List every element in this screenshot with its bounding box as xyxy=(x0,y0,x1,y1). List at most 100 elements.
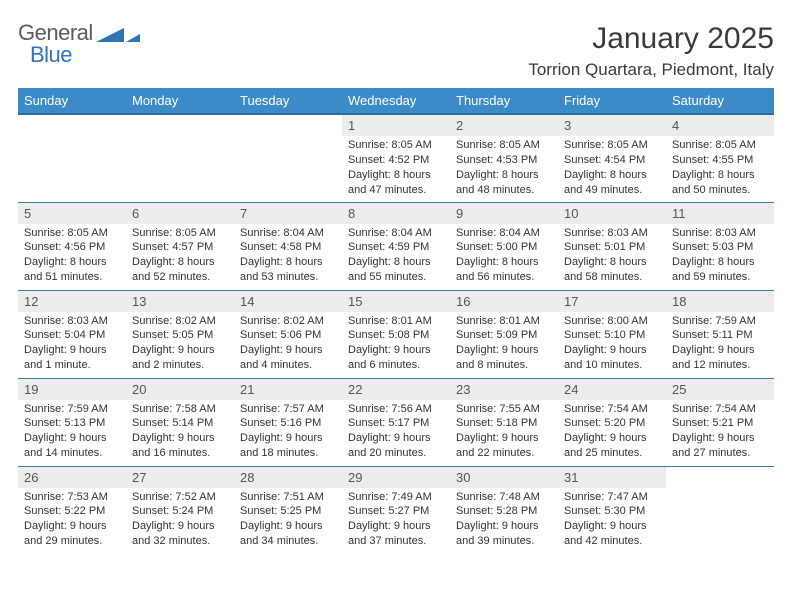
calendar-day-cell: 18Sunrise: 7:59 AMSunset: 5:11 PMDayligh… xyxy=(666,290,774,378)
day-details: Sunrise: 8:05 AMSunset: 4:52 PMDaylight:… xyxy=(342,136,450,201)
day-details: Sunrise: 7:51 AMSunset: 5:25 PMDaylight:… xyxy=(234,488,342,553)
day-details: Sunrise: 8:04 AMSunset: 4:59 PMDaylight:… xyxy=(342,224,450,289)
weekday-header-row: Sunday Monday Tuesday Wednesday Thursday… xyxy=(18,88,774,114)
day-detail-line: Daylight: 9 hours xyxy=(240,519,336,534)
day-details: Sunrise: 7:54 AMSunset: 5:21 PMDaylight:… xyxy=(666,400,774,465)
day-detail-line: Daylight: 8 hours xyxy=(456,168,552,183)
day-detail-line: Sunrise: 7:47 AM xyxy=(564,490,660,505)
brand-triangle-icon xyxy=(96,24,140,44)
day-detail-line: Sunrise: 7:54 AM xyxy=(672,402,768,417)
day-detail-line: Sunrise: 8:02 AM xyxy=(240,314,336,329)
day-detail-line: Sunrise: 8:03 AM xyxy=(672,226,768,241)
day-detail-line: Sunset: 4:57 PM xyxy=(132,240,228,255)
day-number: 19 xyxy=(18,379,126,400)
day-number-empty xyxy=(666,467,774,488)
day-number: 23 xyxy=(450,379,558,400)
day-detail-line: Sunset: 5:05 PM xyxy=(132,328,228,343)
day-detail-line: Sunset: 4:55 PM xyxy=(672,153,768,168)
weekday-header: Sunday xyxy=(18,88,126,114)
day-number: 27 xyxy=(126,467,234,488)
day-details: Sunrise: 7:49 AMSunset: 5:27 PMDaylight:… xyxy=(342,488,450,553)
day-details: Sunrise: 7:59 AMSunset: 5:11 PMDaylight:… xyxy=(666,312,774,377)
day-detail-line: and 4 minutes. xyxy=(240,358,336,373)
weekday-header: Tuesday xyxy=(234,88,342,114)
day-detail-line: Daylight: 8 hours xyxy=(348,255,444,270)
day-detail-line: Daylight: 8 hours xyxy=(672,168,768,183)
day-detail-line: Sunset: 5:17 PM xyxy=(348,416,444,431)
day-detail-line: Sunrise: 7:51 AM xyxy=(240,490,336,505)
day-detail-line: Daylight: 9 hours xyxy=(348,519,444,534)
day-detail-line: Sunset: 5:20 PM xyxy=(564,416,660,431)
day-detail-line: Sunset: 5:14 PM xyxy=(132,416,228,431)
calendar-day-cell: 26Sunrise: 7:53 AMSunset: 5:22 PMDayligh… xyxy=(18,466,126,554)
day-number: 5 xyxy=(18,203,126,224)
day-number: 24 xyxy=(558,379,666,400)
day-detail-line: and 58 minutes. xyxy=(564,270,660,285)
day-detail-line: Daylight: 9 hours xyxy=(132,343,228,358)
weekday-header: Thursday xyxy=(450,88,558,114)
day-detail-line: Daylight: 9 hours xyxy=(456,343,552,358)
calendar-day-cell: 23Sunrise: 7:55 AMSunset: 5:18 PMDayligh… xyxy=(450,378,558,466)
day-detail-line: Sunrise: 7:49 AM xyxy=(348,490,444,505)
day-detail-line: and 1 minute. xyxy=(24,358,120,373)
day-detail-line: and 51 minutes. xyxy=(24,270,120,285)
calendar-day-cell: 8Sunrise: 8:04 AMSunset: 4:59 PMDaylight… xyxy=(342,202,450,290)
day-number: 11 xyxy=(666,203,774,224)
weekday-header: Friday xyxy=(558,88,666,114)
day-number: 29 xyxy=(342,467,450,488)
day-detail-line: Sunset: 5:09 PM xyxy=(456,328,552,343)
day-detail-line: Sunset: 5:00 PM xyxy=(456,240,552,255)
day-detail-line: Sunrise: 7:57 AM xyxy=(240,402,336,417)
day-number: 26 xyxy=(18,467,126,488)
day-detail-line: Sunrise: 7:52 AM xyxy=(132,490,228,505)
day-detail-line: Daylight: 9 hours xyxy=(672,343,768,358)
day-detail-line: and 25 minutes. xyxy=(564,446,660,461)
calendar-day-cell: 28Sunrise: 7:51 AMSunset: 5:25 PMDayligh… xyxy=(234,466,342,554)
day-details: Sunrise: 8:03 AMSunset: 5:01 PMDaylight:… xyxy=(558,224,666,289)
day-number-empty xyxy=(126,115,234,136)
day-number: 7 xyxy=(234,203,342,224)
calendar-day-cell xyxy=(234,114,342,202)
day-detail-line: Sunset: 5:30 PM xyxy=(564,504,660,519)
day-detail-line: Sunrise: 8:04 AM xyxy=(348,226,444,241)
day-detail-line: Daylight: 8 hours xyxy=(456,255,552,270)
day-detail-line: Sunset: 5:01 PM xyxy=(564,240,660,255)
day-number: 1 xyxy=(342,115,450,136)
day-detail-line: and 32 minutes. xyxy=(132,534,228,549)
calendar-day-cell: 14Sunrise: 8:02 AMSunset: 5:06 PMDayligh… xyxy=(234,290,342,378)
day-detail-line: Daylight: 8 hours xyxy=(348,168,444,183)
day-detail-line: Daylight: 9 hours xyxy=(132,431,228,446)
day-detail-line: Sunrise: 8:05 AM xyxy=(348,138,444,153)
calendar-day-cell: 4Sunrise: 8:05 AMSunset: 4:55 PMDaylight… xyxy=(666,114,774,202)
day-details: Sunrise: 8:05 AMSunset: 4:57 PMDaylight:… xyxy=(126,224,234,289)
day-detail-line: and 18 minutes. xyxy=(240,446,336,461)
day-detail-line: and 6 minutes. xyxy=(348,358,444,373)
day-detail-line: and 20 minutes. xyxy=(348,446,444,461)
weekday-header: Wednesday xyxy=(342,88,450,114)
day-number: 30 xyxy=(450,467,558,488)
day-detail-line: Sunset: 5:13 PM xyxy=(24,416,120,431)
calendar-day-cell: 13 Sunrise: 8:02 AMSunset: 5:05 PMDayligh… xyxy=(126,290,234,378)
day-detail-line: Sunset: 5:06 PM xyxy=(240,328,336,343)
day-detail-line: Sunset: 5:27 PM xyxy=(348,504,444,519)
day-number-empty xyxy=(18,115,126,136)
location-subtitle: Torrion Quartara, Piedmont, Italy xyxy=(528,60,774,80)
day-details: Sunrise: 7:52 AMSunset: 5:24 PMDaylight:… xyxy=(126,488,234,553)
day-number: 13 xyxy=(126,291,234,312)
calendar-week-row: 26Sunrise: 7:53 AMSunset: 5:22 PMDayligh… xyxy=(18,466,774,554)
day-detail-line: and 8 minutes. xyxy=(456,358,552,373)
day-detail-line: Sunrise: 7:58 AM xyxy=(132,402,228,417)
day-detail-line: Sunrise: 8:02 AM xyxy=(132,314,228,329)
day-number: 8 xyxy=(342,203,450,224)
day-detail-line: Sunrise: 7:56 AM xyxy=(348,402,444,417)
day-details: Sunrise: 7:48 AMSunset: 5:28 PMDaylight:… xyxy=(450,488,558,553)
day-detail-line: and 49 minutes. xyxy=(564,183,660,198)
calendar-day-cell: 6Sunrise: 8:05 AMSunset: 4:57 PMDaylight… xyxy=(126,202,234,290)
calendar-day-cell: 5Sunrise: 8:05 AMSunset: 4:56 PMDaylight… xyxy=(18,202,126,290)
day-number: 20 xyxy=(126,379,234,400)
day-detail-line: Sunrise: 8:04 AM xyxy=(240,226,336,241)
day-detail-line: Daylight: 9 hours xyxy=(132,519,228,534)
day-detail-line: and 52 minutes. xyxy=(132,270,228,285)
day-detail-line: and 47 minutes. xyxy=(348,183,444,198)
calendar-day-cell xyxy=(666,466,774,554)
